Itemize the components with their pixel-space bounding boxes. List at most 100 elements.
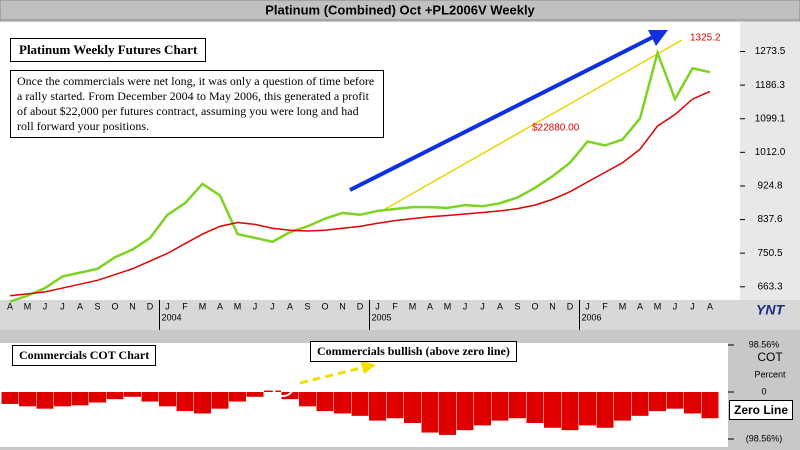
bar	[1, 392, 19, 404]
year-label: 2005	[371, 312, 391, 322]
bar	[369, 392, 386, 421]
x-tick-label: A	[427, 301, 433, 311]
x-tick-label: M	[619, 301, 627, 311]
x-tick-label: A	[287, 301, 293, 311]
x-tick-label: S	[94, 301, 100, 311]
x-tick-label: N	[129, 301, 136, 311]
year-label: 2006	[581, 312, 601, 322]
bar	[89, 392, 106, 403]
x-tick-label: J	[463, 301, 468, 311]
bar	[36, 392, 54, 409]
x-tick-label: J	[270, 301, 275, 311]
marks: 663.3 750.5 837.6 924.8 1012.0 1099.1 1186.3 12…	[1, 46, 786, 443]
year-label: 2004	[161, 312, 181, 322]
bar	[701, 392, 719, 419]
bar	[281, 392, 299, 400]
x-tick-label: A	[7, 301, 13, 311]
series-line	[9, 90, 711, 297]
bar	[264, 390, 281, 392]
bar	[159, 392, 176, 407]
x-tick-label: M	[444, 301, 452, 311]
bar	[54, 392, 71, 407]
y-tick-label: 1273.5	[755, 46, 786, 57]
x-tick-label: M	[654, 301, 662, 311]
bar	[421, 392, 439, 433]
annotation: $22880.00	[532, 123, 580, 134]
title-bar	[0, 0, 800, 21]
trend-arrow	[349, 34, 656, 192]
trend-line	[379, 39, 683, 213]
x-tick-label: S	[514, 301, 520, 311]
bar	[351, 392, 369, 416]
x-tick-label: M	[234, 301, 242, 311]
series-line	[9, 48, 711, 303]
annotation: Commercials bullish (above zero line)	[310, 341, 517, 362]
highlight-circle	[271, 373, 295, 397]
bar	[544, 392, 561, 428]
y-tick-label: 1099.1	[755, 113, 786, 124]
y-tick-label: (98.56%)	[746, 433, 783, 443]
x-tick-label: D	[147, 301, 154, 311]
x-tick-label: M	[409, 301, 417, 311]
x-tick-label: A	[77, 301, 83, 311]
bar	[106, 392, 124, 400]
bar	[19, 392, 36, 407]
date-axis-area	[0, 300, 800, 330]
bar	[71, 392, 89, 406]
x-tick-label: J	[690, 301, 695, 311]
x-tick-label: F	[602, 301, 608, 311]
axis-unit: Percent	[754, 369, 786, 379]
bar	[474, 392, 491, 426]
x-tick-label: M	[199, 301, 207, 311]
x-tick-label: F	[182, 301, 188, 311]
bar	[491, 392, 509, 421]
axis-title: COT	[757, 350, 783, 364]
x-tick-label: O	[321, 301, 328, 311]
x-tick-label: O	[111, 301, 118, 311]
bar	[596, 392, 614, 428]
x-tick-label: S	[304, 301, 310, 311]
bar	[299, 392, 316, 407]
bar	[509, 392, 526, 419]
bar	[579, 392, 596, 426]
bar	[404, 392, 421, 423]
bar	[386, 392, 404, 419]
bar	[229, 392, 246, 402]
x-tick-label: N	[549, 301, 556, 311]
x-tick-label: F	[392, 301, 398, 311]
bar	[246, 392, 264, 397]
price-panel	[0, 22, 740, 300]
y-tick-label: 837.6	[757, 214, 782, 225]
y-tick-label: 663.3	[757, 281, 782, 292]
x-tick-label: A	[497, 301, 503, 311]
y-tick-label: 0	[761, 386, 766, 396]
bar	[614, 392, 631, 421]
logo: YNT	[756, 302, 785, 318]
x-tick-label: A	[217, 301, 223, 311]
bar	[211, 392, 229, 409]
note: Once the commercials were net long, it w…	[10, 70, 384, 138]
y-tick-label: 1012.0	[755, 147, 786, 158]
x-tick-label: J	[60, 301, 65, 311]
y-tick-label: 924.8	[757, 181, 782, 192]
bar	[684, 392, 701, 414]
annotation: Zero Line	[729, 400, 794, 420]
x-tick-label: A	[707, 301, 713, 311]
x-tick-label: J	[673, 301, 678, 311]
chart-title: Platinum (Combined) Oct +PL2006V Weekly	[265, 2, 535, 17]
bar	[456, 392, 474, 431]
bar	[124, 392, 141, 397]
bar	[176, 392, 194, 412]
callout-arrow	[299, 365, 366, 385]
x-tick-label: O	[531, 301, 538, 311]
x-tick-label: J	[253, 301, 258, 311]
chart-label: Platinum Weekly Futures Chart	[10, 38, 207, 62]
bar	[561, 392, 579, 431]
x-tick-label: M	[24, 301, 32, 311]
bar	[649, 392, 666, 412]
bar	[334, 392, 351, 414]
bar	[526, 392, 544, 423]
x-tick-label: J	[165, 301, 170, 311]
arrow-head	[360, 360, 376, 374]
x-tick-label: J	[375, 301, 380, 311]
